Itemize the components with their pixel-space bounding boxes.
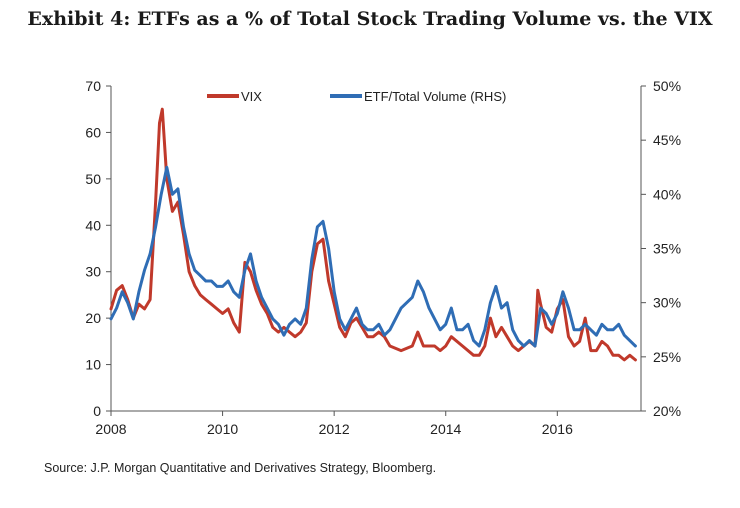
right-tick-label: 40%: [653, 186, 681, 202]
right-tick-label: 25%: [653, 349, 681, 365]
x-tick-label: 2012: [319, 421, 350, 437]
left-tick-label: 60: [85, 124, 101, 140]
x-tick-label: 2008: [95, 421, 126, 437]
left-tick-label: 0: [93, 403, 101, 419]
vix-line: [109, 107, 637, 362]
left-tick-label: 10: [85, 357, 101, 373]
legend-label: ETF/Total Volume (RHS): [364, 89, 506, 104]
legend: VIX ETF/Total Volume (RHS): [207, 89, 506, 104]
right-tick-label: 35%: [653, 241, 681, 257]
x-tick-label: 2010: [207, 421, 238, 437]
right-tick-label: 30%: [653, 295, 681, 311]
legend-label: VIX: [241, 89, 262, 104]
left-tick-label: 20: [85, 310, 101, 326]
left-tick-label: 40: [85, 217, 101, 233]
left-tick-label: 50: [85, 171, 101, 187]
x-tick-label: 2016: [542, 421, 573, 437]
left-tick-label: 30: [85, 264, 101, 280]
axes: 0 10 20 30 40 50 60 70 20% 25% 30% 35% 40% 45% 50% 2008…: [85, 78, 681, 437]
source-note: Source: J.P. Morgan Quantitative and Der…: [44, 461, 437, 475]
right-tick-label: 20%: [653, 403, 681, 419]
right-tick-label: 45%: [653, 132, 681, 148]
chart-svg: 0 10 20 30 40 50 60 70 20% 25% 30% 35% 40% 45% 50% 2008…: [85, 78, 681, 437]
x-tick-label: 2014: [430, 421, 461, 437]
etf-volume-line: [109, 165, 637, 348]
series-lines: [109, 107, 637, 362]
left-tick-label: 70: [85, 78, 101, 94]
chart-title: Exhibit 4: ETFs as a % of Total Stock Tr…: [27, 8, 713, 30]
right-tick-label: 50%: [653, 78, 681, 94]
